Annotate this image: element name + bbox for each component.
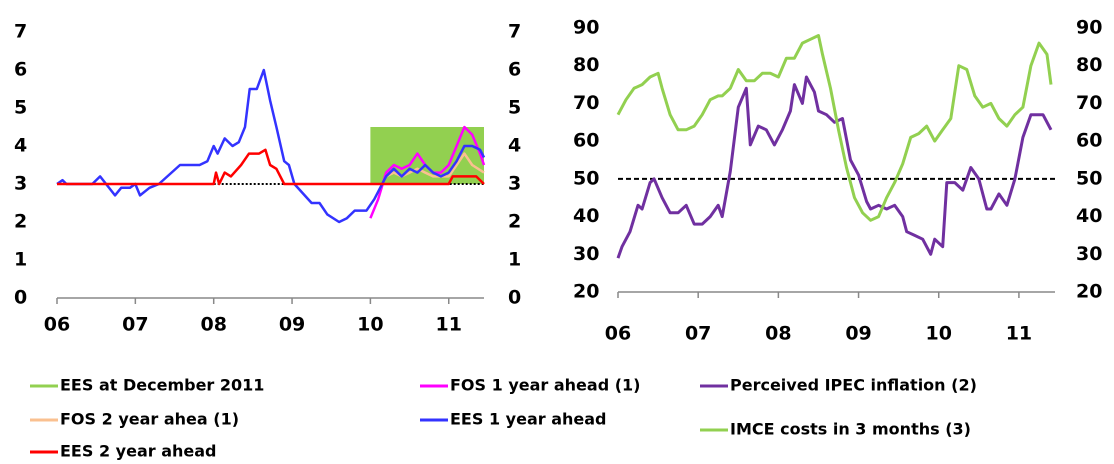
y-tick-label: 4 [14,135,27,157]
legend-label: EES 1 year ahead [450,410,606,429]
y2-tick-label: 70 [1076,92,1102,114]
x-tick-label: 07 [122,314,148,336]
y-tick-label: 70 [573,92,599,114]
y-tick-label: 40 [573,205,599,227]
y-tick-label: 20 [573,281,599,303]
x-tick-label: 11 [436,314,462,336]
y-tick-label: 50 [573,167,599,189]
series-line [56,68,486,224]
y2-tick-label: 60 [1076,130,1102,152]
y-tick-label: 90 [573,17,599,39]
x-tick-label: 08 [200,314,226,336]
y2-tick-label: 6 [508,59,521,81]
y-tick-label: 3 [14,173,27,195]
y2-tick-label: 50 [1076,167,1102,189]
y2-tick-label: 90 [1076,17,1102,39]
x-tick-label: 09 [279,314,305,336]
y2-tick-label: 3 [508,173,521,195]
x-tick-label: 10 [357,314,383,336]
x-tick-label: 09 [845,323,871,345]
y-tick-label: 2 [14,211,27,233]
y2-tick-label: 5 [508,97,521,119]
legend-label: EES 2 year ahead [60,442,216,461]
y2-tick-label: 2 [508,211,521,233]
y2-tick-label: 30 [1076,243,1102,265]
x-tick-label: 07 [685,323,711,345]
y2-tick-label: 7 [508,21,521,43]
legend-label: FOS 2 year ahea (1) [60,410,239,429]
y2-tick-label: 4 [508,135,521,157]
y2-tick-label: 40 [1076,205,1102,227]
legend-label: EES at December 2011 [60,376,264,395]
legend-label: FOS 1 year ahead (1) [450,376,640,395]
legend-label: Perceived IPEC inflation (2) [730,376,977,395]
series-line [616,34,1053,222]
y2-tick-label: 1 [508,249,521,271]
y-tick-label: 7 [14,21,27,43]
y-tick-label: 30 [573,243,599,265]
series-line [616,75,1053,259]
y-tick-label: 60 [573,130,599,152]
y2-tick-label: 0 [508,287,521,309]
legend-label: IMCE costs in 3 months (3) [730,420,971,439]
x-tick-label: 10 [926,323,952,345]
x-tick-label: 11 [1006,323,1032,345]
x-tick-label: 06 [44,314,70,336]
series-line [57,148,485,186]
y-tick-label: 6 [14,59,27,81]
x-tick-label: 06 [605,323,631,345]
y2-tick-label: 80 [1076,54,1102,76]
y2-tick-label: 20 [1076,281,1102,303]
y-tick-label: 5 [14,97,27,119]
y-tick-label: 80 [573,54,599,76]
y-tick-label: 1 [14,249,27,271]
x-tick-label: 08 [765,323,791,345]
y-tick-label: 0 [14,287,27,309]
